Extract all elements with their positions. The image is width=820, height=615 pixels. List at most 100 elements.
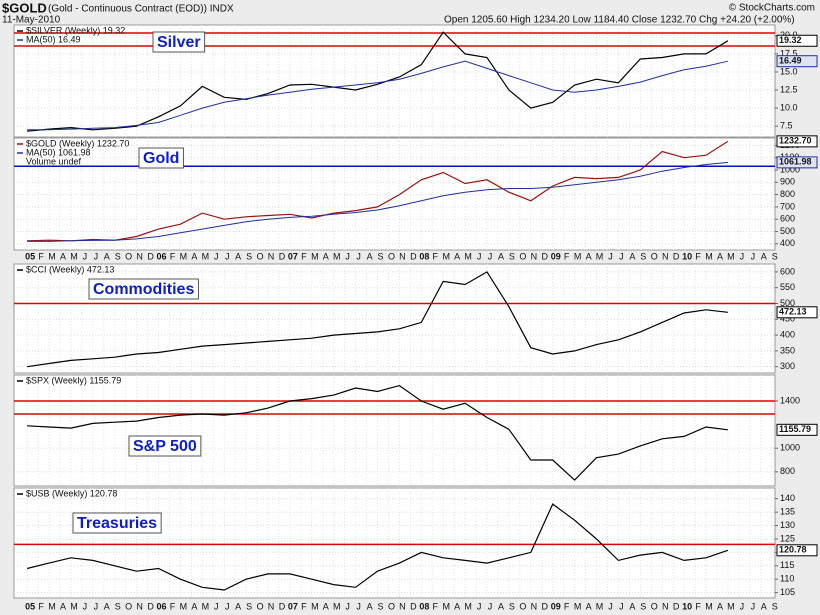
- x-tick-label: M: [333, 601, 341, 611]
- legend-entry: MA(50) 1061.98: [26, 147, 91, 157]
- last-value-box: [776, 544, 818, 557]
- x-tick-label: A: [60, 251, 66, 261]
- x-tick-label: A: [761, 601, 767, 611]
- y-tick-label: 140: [780, 493, 795, 503]
- x-tick-label: M: [48, 601, 56, 611]
- panel-title-box: [152, 31, 206, 53]
- y-tick-label: 600: [780, 214, 795, 224]
- x-tick-label: O: [519, 251, 526, 261]
- x-tick-label: S: [772, 601, 778, 611]
- x-tick-label: M: [727, 601, 735, 611]
- x-tick-label: A: [235, 601, 241, 611]
- y-tick-label: 700: [780, 201, 795, 211]
- x-tick-label: F: [301, 251, 307, 261]
- x-tick-label: D: [410, 601, 417, 611]
- last-value-label: 19.32: [779, 35, 802, 45]
- x-tick-label: A: [104, 601, 110, 611]
- x-tick-label: S: [246, 251, 252, 261]
- x-tick-label: O: [651, 601, 658, 611]
- x-tick-label: J: [751, 251, 756, 261]
- x-tick-label: M: [727, 251, 735, 261]
- x-tick-label: J: [83, 251, 88, 261]
- x-tick-label: D: [410, 251, 417, 261]
- x-tick-label: F: [170, 251, 176, 261]
- x-tick-label: A: [454, 601, 460, 611]
- last-value-box: [776, 306, 818, 319]
- x-tick-label: J: [619, 601, 624, 611]
- y-tick-label: 1000: [780, 164, 800, 174]
- x-tick-label: D: [673, 601, 680, 611]
- x-tick-label: M: [705, 601, 713, 611]
- x-tick-label: O: [519, 601, 526, 611]
- series-line: [27, 271, 728, 368]
- x-tick-label: 08: [419, 601, 429, 611]
- x-tick-label: S: [115, 601, 121, 611]
- x-tick-label: M: [70, 601, 78, 611]
- last-value-label: 1155.79: [779, 424, 811, 434]
- series-line: [27, 60, 729, 131]
- panel-title-box: [88, 278, 199, 300]
- y-tick-label: 125: [780, 533, 795, 543]
- x-tick-label: M: [705, 251, 713, 261]
- x-tick-label: O: [125, 251, 132, 261]
- y-tick-label: 15.0: [780, 66, 798, 76]
- x-tick-label: M: [442, 251, 450, 261]
- x-tick-label: 07: [288, 601, 298, 611]
- series-line: [27, 161, 728, 242]
- panel: [13, 374, 776, 487]
- x-tick-label: A: [454, 251, 460, 261]
- x-tick-label: 05: [25, 601, 35, 611]
- x-tick-label: O: [388, 601, 395, 611]
- legend-entry: $USB (Weekly) 120.78: [26, 488, 117, 498]
- x-tick-label: O: [257, 601, 264, 611]
- y-tick-label: 600: [780, 266, 795, 276]
- x-tick-label: 06: [157, 601, 167, 611]
- x-tick-label: A: [498, 601, 504, 611]
- last-value-label: 472.13: [779, 307, 807, 317]
- y-tick-label: 400: [780, 238, 795, 248]
- x-tick-label: O: [388, 251, 395, 261]
- x-tick-label: J: [345, 251, 350, 261]
- x-tick-label: N: [399, 601, 406, 611]
- x-tick-label: J: [477, 251, 482, 261]
- x-tick-label: M: [574, 601, 582, 611]
- x-tick-label: F: [38, 601, 44, 611]
- x-tick-label: 05: [25, 251, 35, 261]
- legend-entry: $GOLD (Weekly) 1232.70: [26, 138, 129, 148]
- panel-title: S&P 500: [133, 438, 197, 455]
- y-tick-label: 900: [780, 177, 795, 187]
- x-tick-label: M: [464, 251, 472, 261]
- x-tick-label: F: [564, 601, 570, 611]
- x-tick-label: A: [323, 601, 329, 611]
- x-tick-label: F: [695, 251, 701, 261]
- y-tick-label: 130: [780, 520, 795, 530]
- last-value-box: [776, 34, 818, 47]
- y-tick-label: 800: [780, 466, 795, 476]
- x-tick-label: M: [596, 601, 604, 611]
- legend-entry: MA(50) 16.49: [26, 34, 81, 44]
- x-tick-label: A: [629, 251, 635, 261]
- x-tick-label: A: [367, 601, 373, 611]
- panel-title-box: [138, 147, 184, 169]
- y-tick-label: 1000: [780, 443, 800, 453]
- last-value-label: 1061.98: [779, 157, 812, 167]
- x-tick-label: S: [640, 251, 646, 261]
- y-tick-label: 10.0: [780, 102, 798, 112]
- x-tick-label: M: [202, 601, 210, 611]
- y-tick-label: 500: [780, 226, 795, 236]
- x-tick-label: F: [695, 601, 701, 611]
- x-tick-label: J: [740, 251, 745, 261]
- x-tick-label: A: [323, 251, 329, 261]
- x-tick-label: A: [717, 251, 723, 261]
- x-tick-label: M: [48, 251, 56, 261]
- y-tick-label: 450: [780, 314, 795, 324]
- x-tick-label: F: [301, 601, 307, 611]
- x-tick-label: F: [38, 251, 44, 261]
- last-value-box: [776, 135, 818, 148]
- legend-entry: $SPX (Weekly) 1155.79: [26, 375, 121, 385]
- x-tick-label: A: [235, 251, 241, 261]
- x-tick-label: N: [662, 251, 669, 261]
- x-tick-label: J: [740, 601, 745, 611]
- x-tick-label: J: [477, 601, 482, 611]
